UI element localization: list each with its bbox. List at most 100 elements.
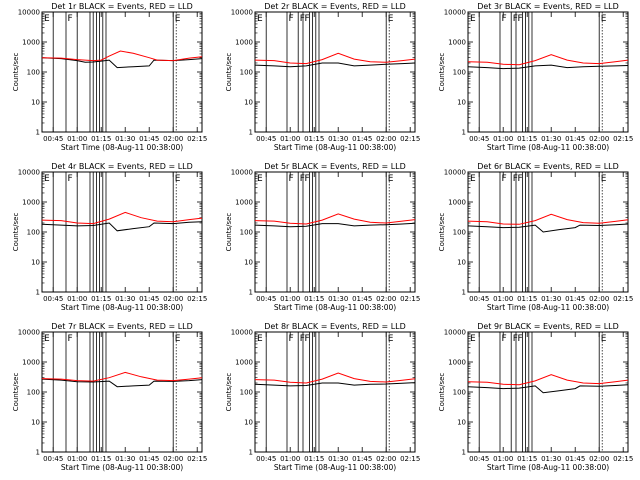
- plot-title: Det 8r BLACK = Events, RED = LLD: [264, 322, 406, 331]
- x-axis-label: Start Time (08-Aug-11 00:38:00): [487, 463, 609, 472]
- y-tick-label: 1000: [22, 39, 40, 47]
- x-tick-label: 00:45: [43, 135, 63, 143]
- x-tick-label: 02:00: [589, 455, 609, 463]
- y-tick-label: 100: [453, 69, 466, 77]
- x-tick-label: 00:45: [469, 295, 489, 303]
- events-series-line: [254, 222, 416, 228]
- event-marker-label: E: [175, 174, 181, 184]
- y-tick-label: 100: [240, 389, 253, 397]
- x-axis-label: Start Time (08-Aug-11 00:38:00): [487, 143, 609, 152]
- event-marker-label: E: [44, 334, 50, 344]
- y-tick-label: 100: [27, 69, 40, 77]
- y-tick-label: 1000: [22, 359, 40, 367]
- events-series-line: [41, 378, 203, 388]
- x-tick-label: 01:30: [115, 295, 135, 303]
- event-marker-label: E: [388, 174, 394, 184]
- x-tick-label: 01:00: [280, 455, 300, 463]
- x-tick-label: 02:00: [376, 295, 396, 303]
- y-tick-label: 10000: [444, 169, 466, 177]
- event-marker-label: E: [470, 14, 476, 24]
- plot-panel-8: Det 8r BLACK = Events, RED = LLD 1 10 100 10…: [225, 322, 420, 472]
- y-tick-label: 1: [36, 289, 40, 297]
- x-axis-label: Start Time (08-Aug-11 00:38:00): [61, 303, 183, 312]
- x-tick-label: 02:15: [400, 295, 420, 303]
- event-marker-label: F: [68, 334, 73, 344]
- x-tick-label: 01:45: [565, 295, 585, 303]
- y-tick-label: 100: [453, 389, 466, 397]
- plot-title: Det 4r BLACK = Events, RED = LLD: [51, 162, 193, 171]
- y-tick-label: 10000: [444, 9, 466, 17]
- x-tick-label: 00:45: [256, 455, 276, 463]
- plot-title: Det 6r BLACK = Events, RED = LLD: [477, 162, 619, 171]
- plot-title: Det 9r BLACK = Events, RED = LLD: [477, 322, 619, 331]
- event-marker-label: E: [470, 334, 476, 344]
- x-tick-label: 01:45: [352, 295, 372, 303]
- lld-series-line: [254, 52, 416, 65]
- y-tick-label: 1: [462, 449, 466, 457]
- x-axis-label: Start Time (08-Aug-11 00:38:00): [487, 303, 609, 312]
- x-tick-label: 01:30: [115, 455, 135, 463]
- plot-title: Det 2r BLACK = Events, RED = LLD: [264, 2, 406, 11]
- x-tick-label: 01:45: [139, 135, 159, 143]
- x-tick-label: 02:00: [376, 455, 396, 463]
- y-tick-label: 1000: [448, 39, 466, 47]
- x-tick-label: 01:45: [352, 455, 372, 463]
- event-marker-label: F: [502, 334, 507, 344]
- y-tick-label: 1000: [22, 199, 40, 207]
- plot-panel-5: Det 5r BLACK = Events, RED = LLD 1 10 100 10…: [225, 162, 420, 312]
- event-marker-label: E: [601, 334, 607, 344]
- y-tick-label: 100: [240, 69, 253, 77]
- x-axis-label: Start Time (08-Aug-11 00:38:00): [61, 143, 183, 152]
- event-marker-label: F: [68, 174, 73, 184]
- lld-series-line: [467, 54, 629, 66]
- plot-title: Det 3r BLACK = Events, RED = LLD: [477, 2, 619, 11]
- y-tick-label: 10000: [18, 329, 40, 337]
- y-axis-label: Counts/sec: [225, 213, 233, 252]
- event-marker-label: E: [601, 174, 607, 184]
- plot-panel-7: Det 7r BLACK = Events, RED = LLD 1 10 100 10…: [12, 322, 207, 472]
- y-tick-label: 10: [244, 259, 253, 267]
- y-tick-label: 100: [27, 229, 40, 237]
- x-axis-label: Start Time (08-Aug-11 00:38:00): [274, 303, 396, 312]
- event-marker-label: F: [305, 334, 310, 344]
- y-axis-label: Counts/sec: [225, 53, 233, 92]
- x-tick-label: 01:00: [493, 135, 513, 143]
- x-tick-label: 01:15: [304, 295, 324, 303]
- event-marker-label: E: [175, 14, 181, 24]
- lld-series-line: [41, 371, 203, 382]
- x-tick-label: 02:00: [376, 135, 396, 143]
- x-tick-label: 01:45: [139, 295, 159, 303]
- x-tick-label: 01:45: [565, 455, 585, 463]
- plot-panel-6: Det 6r BLACK = Events, RED = LLD 1 10 100 10…: [438, 162, 633, 312]
- x-tick-label: 02:15: [613, 295, 633, 303]
- x-tick-label: 02:15: [400, 455, 420, 463]
- x-tick-label: 02:00: [589, 135, 609, 143]
- lld-series-line: [254, 213, 416, 225]
- lld-series-line: [467, 213, 629, 225]
- x-tick-label: 01:00: [67, 295, 87, 303]
- y-tick-label: 10000: [444, 329, 466, 337]
- y-tick-label: 1: [249, 129, 253, 137]
- event-marker-label: E: [388, 334, 394, 344]
- plot-panel-3: Det 3r BLACK = Events, RED = LLD 1 10 100 10…: [438, 2, 633, 152]
- plot-title: Det 1r BLACK = Events, RED = LLD: [51, 2, 193, 11]
- y-tick-label: 10: [457, 419, 466, 427]
- y-tick-label: 1000: [235, 359, 253, 367]
- x-tick-label: 01:30: [115, 135, 135, 143]
- x-tick-label: 01:45: [565, 135, 585, 143]
- x-tick-label: 02:00: [163, 295, 183, 303]
- x-axis-label: Start Time (08-Aug-11 00:38:00): [61, 463, 183, 472]
- y-tick-label: 100: [240, 229, 253, 237]
- lld-series-line: [254, 372, 416, 384]
- x-axis-label: Start Time (08-Aug-11 00:38:00): [274, 143, 396, 152]
- event-marker-label: F: [502, 174, 507, 184]
- x-tick-label: 02:15: [187, 135, 207, 143]
- event-marker-label: E: [175, 334, 181, 344]
- x-tick-label: 01:15: [91, 295, 111, 303]
- plot-panel-4: Det 4r BLACK = Events, RED = LLD 1 10 100 10…: [12, 162, 207, 312]
- event-marker-label: F: [502, 14, 507, 24]
- plot-frame: [254, 171, 416, 293]
- y-tick-label: 10000: [18, 9, 40, 17]
- event-marker-label: F: [68, 14, 73, 24]
